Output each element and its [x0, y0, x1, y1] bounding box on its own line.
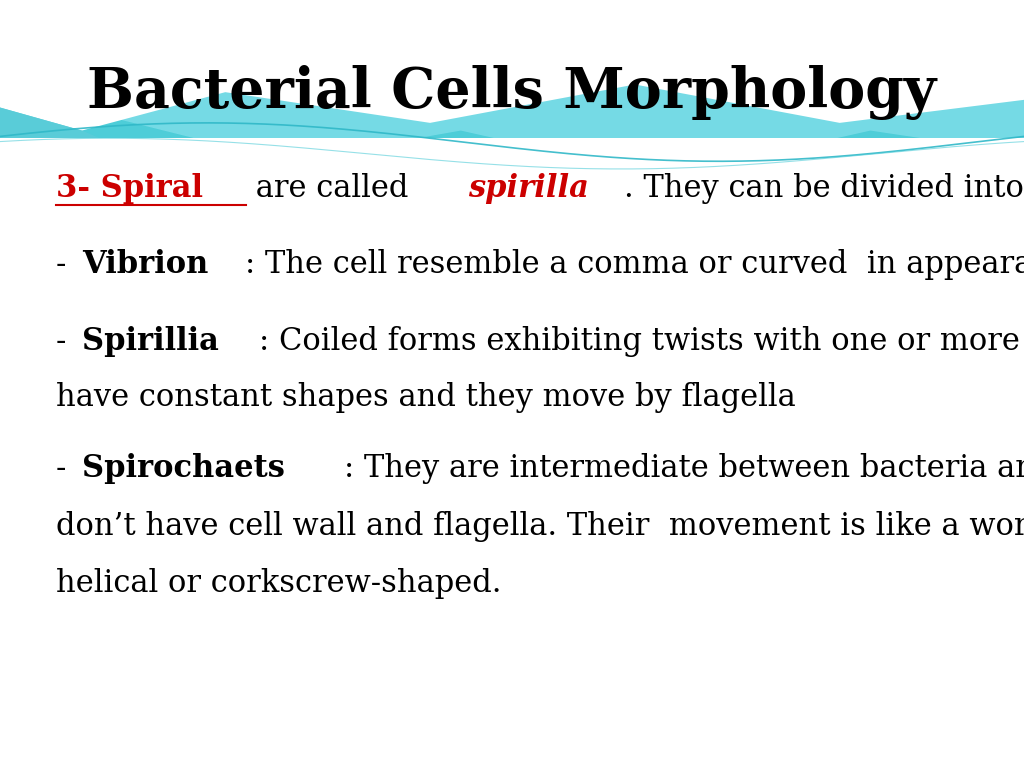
Text: Vibrion: Vibrion	[82, 250, 209, 280]
Text: Spirillia: Spirillia	[82, 326, 219, 357]
Text: don’t have cell wall and flagella. Their  movement is like a worm with: don’t have cell wall and flagella. Their…	[56, 511, 1024, 541]
Text: : The cell resemble a comma or curved  in appearance.: : The cell resemble a comma or curved in…	[246, 250, 1024, 280]
Polygon shape	[0, 108, 154, 184]
Polygon shape	[0, 138, 1024, 768]
Polygon shape	[0, 0, 1024, 177]
Polygon shape	[0, 0, 1024, 131]
Text: are called: are called	[246, 173, 418, 204]
Text: 3- Spiral: 3- Spiral	[56, 173, 204, 204]
Polygon shape	[0, 0, 1024, 246]
Text: have constant shapes and they move by flagella: have constant shapes and they move by fl…	[56, 382, 796, 413]
Text: spirilla: spirilla	[468, 173, 589, 204]
Text: . They can be divided into:: . They can be divided into:	[624, 173, 1024, 204]
Text: : They are intermediate between bacteria and protozoa, they: : They are intermediate between bacteria…	[344, 453, 1024, 484]
Text: helical or corkscrew-shaped.: helical or corkscrew-shaped.	[56, 568, 502, 599]
Text: -: -	[56, 250, 77, 280]
Text: : Coiled forms exhibiting twists with one or more turns. They: : Coiled forms exhibiting twists with on…	[259, 326, 1024, 357]
Text: Bacterial Cells Morphology: Bacterial Cells Morphology	[87, 65, 937, 120]
Text: Spirochaets: Spirochaets	[82, 453, 285, 484]
Text: -: -	[56, 453, 77, 484]
Text: -: -	[56, 326, 77, 357]
